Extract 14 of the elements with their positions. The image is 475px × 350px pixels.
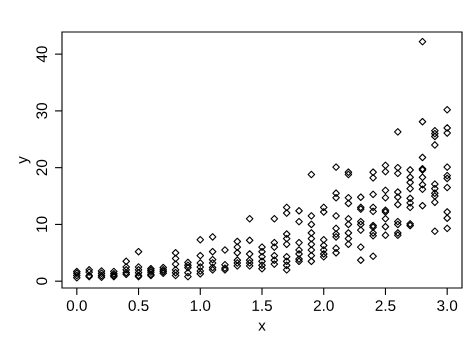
x-tick-label: 0.5 bbox=[128, 300, 149, 312]
x-tick-label: 2.5 bbox=[376, 300, 396, 312]
x-axis-title: x bbox=[258, 322, 266, 331]
y-tick-label: 20 bbox=[36, 160, 48, 176]
x-tick-label: 2.0 bbox=[314, 300, 334, 312]
x-tick-label: 0.0 bbox=[66, 300, 87, 312]
y-tick-label: 10 bbox=[36, 216, 48, 232]
x-tick-label: 1.5 bbox=[252, 300, 272, 312]
y-tick-label: 40 bbox=[36, 46, 48, 62]
y-tick-label: 0 bbox=[36, 278, 48, 285]
y-axis-title: y bbox=[19, 156, 30, 164]
x-tick-label: 3.0 bbox=[437, 300, 458, 312]
x-tick-label: 1.0 bbox=[190, 300, 210, 312]
y-tick-label: 30 bbox=[36, 103, 48, 119]
